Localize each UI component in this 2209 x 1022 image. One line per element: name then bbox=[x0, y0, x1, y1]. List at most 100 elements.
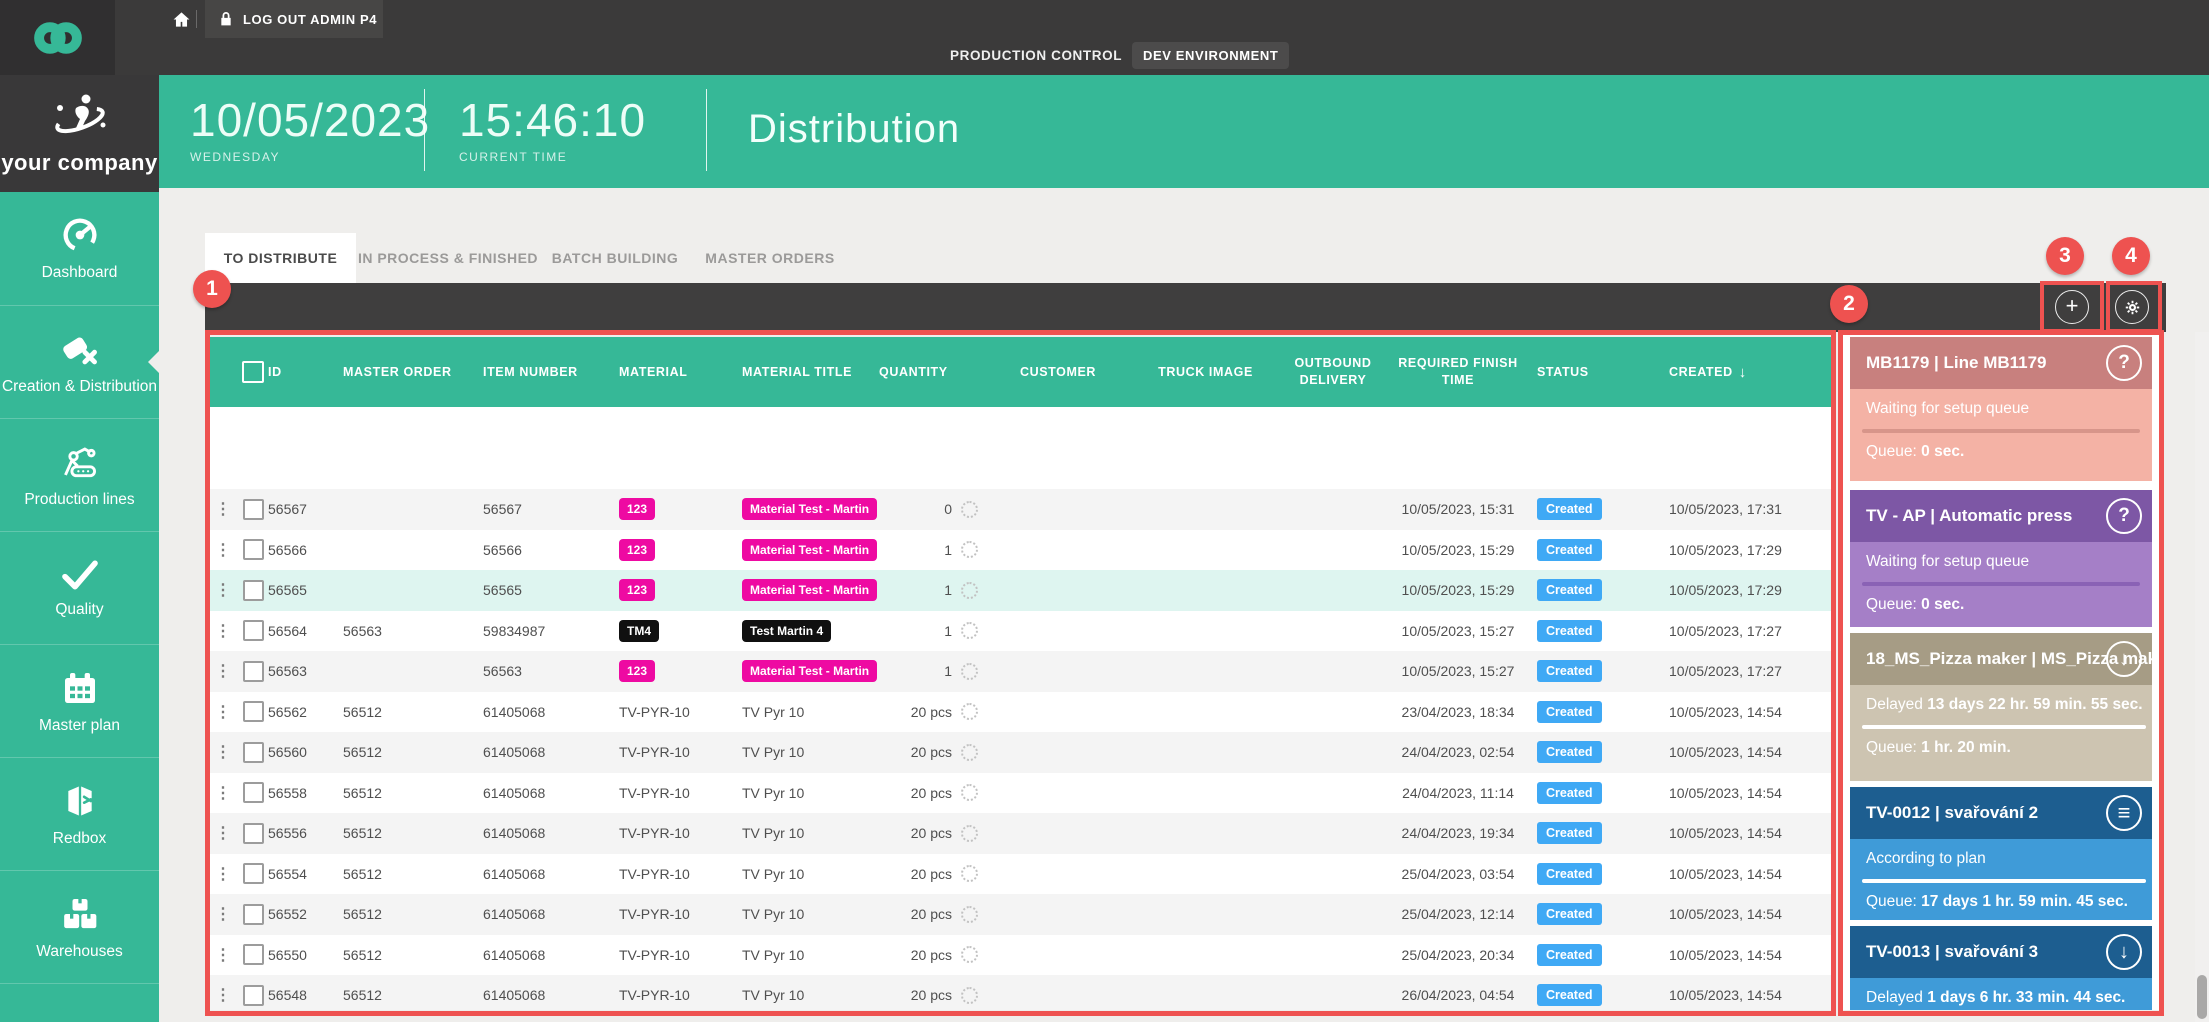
table-row[interactable]: ⋮ 56556 56512 61405068 TV-PYR-10 TV Pyr … bbox=[208, 813, 1833, 854]
machine-card[interactable]: 18_MS_Pizza maker | MS_Pizza maker ↓ Del… bbox=[1850, 633, 2159, 781]
logout-tab[interactable]: LOG OUT ADMIN P4 bbox=[205, 0, 383, 38]
machine-progress-bar bbox=[1862, 725, 2146, 729]
arrow-down-icon[interactable]: ↓ bbox=[2106, 641, 2142, 677]
sidebar-item-quality[interactable]: Quality bbox=[0, 531, 159, 644]
tab-batch-building[interactable]: BATCH BUILDING bbox=[551, 250, 679, 266]
col-master-order[interactable]: MASTER ORDER bbox=[343, 365, 452, 379]
row-menu-icon[interactable]: ⋮ bbox=[215, 987, 231, 1005]
sidebar-item-dashboard[interactable]: Dashboard bbox=[0, 192, 159, 305]
material-title-badge: Material Test - Martin bbox=[742, 538, 878, 561]
sidebar-item-label: Master plan bbox=[39, 716, 120, 734]
machine-card[interactable]: TV - AP | Automatic press ? Waiting for … bbox=[1850, 490, 2152, 627]
row-menu-icon[interactable]: ⋮ bbox=[215, 501, 231, 519]
machine-card[interactable]: TV-0013 | svařování 3 ↓ Delayed 1 days 6… bbox=[1850, 926, 2152, 1010]
row-checkbox[interactable] bbox=[242, 660, 264, 682]
machine-card[interactable]: MB1179 | Line MB1179 ? Waiting for setup… bbox=[1850, 337, 2152, 481]
annotation-marker-4: 4 bbox=[2112, 237, 2150, 275]
col-id[interactable]: ID bbox=[268, 365, 282, 379]
table-row[interactable]: ⋮ 56552 56512 61405068 TV-PYR-10 TV Pyr … bbox=[208, 894, 1833, 935]
page-header: 10/05/2023 WEDNESDAY 15:46:10 CURRENT TI… bbox=[159, 75, 2209, 188]
status-badge: Created bbox=[1537, 619, 1602, 642]
row-checkbox[interactable] bbox=[242, 620, 264, 642]
scrollbar-track[interactable] bbox=[2195, 332, 2209, 1022]
table-row[interactable]: ⋮ 56564 56563 59834987 TM4 Test Martin 4… bbox=[208, 610, 1833, 651]
logout-label: LOG OUT ADMIN P4 bbox=[243, 11, 378, 27]
sort-desc-icon[interactable]: ↓ bbox=[1738, 363, 1747, 381]
row-menu-icon[interactable]: ⋮ bbox=[215, 622, 231, 640]
row-menu-icon[interactable]: ⋮ bbox=[215, 582, 231, 600]
row-menu-icon[interactable]: ⋮ bbox=[215, 744, 231, 762]
question-icon[interactable]: ? bbox=[2106, 498, 2142, 534]
row-checkbox[interactable] bbox=[242, 863, 264, 885]
machine-progress-bar bbox=[1862, 582, 2140, 586]
add-button[interactable]: + bbox=[2055, 290, 2089, 324]
row-menu-icon[interactable]: ⋮ bbox=[215, 825, 231, 843]
robot-arm-icon bbox=[63, 446, 96, 477]
row-menu-icon[interactable]: ⋮ bbox=[215, 865, 231, 883]
row-checkbox[interactable] bbox=[242, 498, 264, 520]
col-quantity[interactable]: QUANTITY bbox=[879, 365, 948, 379]
table-row[interactable]: ⋮ 56550 56512 61405068 TV-PYR-10 TV Pyr … bbox=[208, 934, 1833, 975]
row-menu-icon[interactable]: ⋮ bbox=[215, 784, 231, 802]
row-checkbox[interactable] bbox=[242, 539, 264, 561]
col-status[interactable]: STATUS bbox=[1537, 365, 1589, 379]
settings-button[interactable] bbox=[2115, 290, 2149, 324]
app-logo[interactable] bbox=[0, 0, 115, 75]
col-required-finish-time[interactable]: REQUIRED FINISH TIME bbox=[1398, 355, 1518, 388]
table-row[interactable]: ⋮ 56567 56567 123 Material Test - Martin… bbox=[208, 489, 1833, 530]
row-checkbox[interactable] bbox=[242, 822, 264, 844]
table-row[interactable]: ⋮ 56554 56512 61405068 TV-PYR-10 TV Pyr … bbox=[208, 853, 1833, 894]
sidebar-item-warehouses[interactable]: Warehouses bbox=[0, 870, 159, 983]
sync-icon bbox=[961, 500, 978, 518]
table-row[interactable]: ⋮ 56562 56512 61405068 TV-PYR-10 TV Pyr … bbox=[208, 691, 1833, 732]
status-badge: Created bbox=[1537, 903, 1602, 926]
table-row[interactable]: ⋮ 56560 56512 61405068 TV-PYR-10 TV Pyr … bbox=[208, 732, 1833, 773]
scrollbar-thumb[interactable] bbox=[2197, 975, 2207, 1019]
company-logo[interactable]: your company bbox=[0, 75, 159, 192]
col-created[interactable]: CREATED ↓ bbox=[1669, 363, 1747, 381]
col-material-title[interactable]: MATERIAL TITLE bbox=[742, 365, 853, 379]
home-button[interactable] bbox=[172, 10, 191, 29]
tab-in-process-finished[interactable]: IN PROCESS & FINISHED bbox=[357, 250, 539, 266]
machine-card[interactable]: TV-0012 | svařování 2 ≡ According to pla… bbox=[1850, 787, 2152, 920]
col-customer[interactable]: CUSTOMER bbox=[1019, 365, 1097, 379]
table-header: ID MASTER ORDER ITEM NUMBER MATERIAL MAT… bbox=[208, 337, 1833, 407]
row-menu-icon[interactable]: ⋮ bbox=[215, 946, 231, 964]
table-row-selected[interactable]: ⋮ 56565 56565 123 Material Test - Martin… bbox=[208, 570, 1833, 611]
sidebar-item-master-plan[interactable]: Master plan bbox=[0, 644, 159, 757]
table-row[interactable]: ⋮ 56558 56512 61405068 TV-PYR-10 TV Pyr … bbox=[208, 772, 1833, 813]
row-checkbox[interactable] bbox=[242, 944, 264, 966]
sidebar-item-creation-distribution[interactable]: Creation & Distribution bbox=[0, 305, 159, 418]
action-toolbar bbox=[205, 283, 2166, 332]
question-icon[interactable]: ? bbox=[2106, 345, 2142, 381]
row-checkbox[interactable] bbox=[242, 741, 264, 763]
tab-to-distribute[interactable]: TO DISTRIBUTE bbox=[205, 233, 356, 283]
sidebar-item-redbox[interactable]: Redbox bbox=[0, 757, 159, 870]
machine-name: TV - AP | Automatic press bbox=[1866, 506, 2073, 525]
sidebar-item-label: Dashboard bbox=[41, 264, 118, 281]
row-checkbox[interactable] bbox=[242, 984, 264, 1006]
tab-master-orders[interactable]: MASTER ORDERS bbox=[705, 250, 835, 266]
sidebar-item-production-lines[interactable]: Production lines bbox=[0, 418, 159, 531]
select-all-checkbox[interactable] bbox=[242, 361, 264, 383]
row-checkbox[interactable] bbox=[242, 579, 264, 601]
row-menu-icon[interactable]: ⋮ bbox=[215, 663, 231, 681]
row-checkbox[interactable] bbox=[242, 701, 264, 723]
table-row[interactable]: ⋮ 56548 56512 61405068 TV-PYR-10 TV Pyr … bbox=[208, 975, 1833, 1010]
table-row[interactable]: ⋮ 56566 56566 123 Material Test - Martin… bbox=[208, 529, 1833, 570]
col-item-number[interactable]: ITEM NUMBER bbox=[483, 365, 578, 379]
material-badge: 123 bbox=[619, 538, 656, 561]
col-truck-image[interactable]: TRUCK IMAGE bbox=[1158, 365, 1253, 379]
row-checkbox[interactable] bbox=[242, 782, 264, 804]
row-menu-icon[interactable]: ⋮ bbox=[215, 906, 231, 924]
material-title-badge: Material Test - Martin bbox=[742, 660, 878, 683]
col-material[interactable]: MATERIAL bbox=[619, 365, 688, 379]
menu-icon[interactable]: ≡ bbox=[2106, 795, 2142, 831]
row-checkbox[interactable] bbox=[242, 903, 264, 925]
col-outbound-delivery[interactable]: OUTBOUND DELIVERY bbox=[1294, 355, 1372, 388]
material-title-badge: Material Test - Martin bbox=[742, 579, 878, 602]
row-menu-icon[interactable]: ⋮ bbox=[215, 541, 231, 559]
row-menu-icon[interactable]: ⋮ bbox=[215, 703, 231, 721]
arrow-down-icon[interactable]: ↓ bbox=[2106, 934, 2142, 970]
table-row[interactable]: ⋮ 56563 56563 123 Material Test - Martin… bbox=[208, 651, 1833, 692]
